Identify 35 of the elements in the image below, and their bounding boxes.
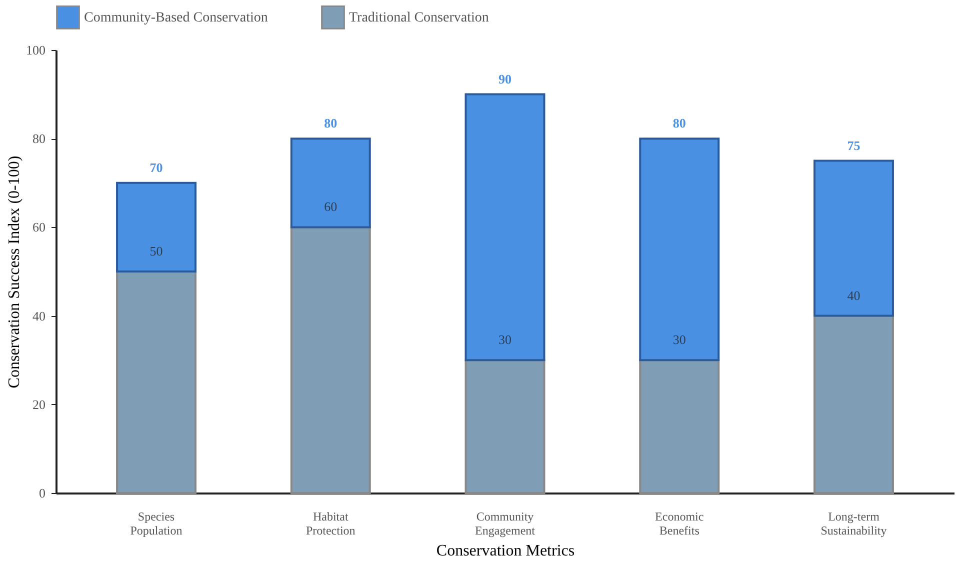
total-label: 90 <box>498 71 512 86</box>
bar <box>639 359 720 494</box>
data-label: 50 <box>150 244 163 258</box>
total-label: 80 <box>324 116 338 131</box>
bar <box>116 182 196 272</box>
bar <box>814 160 894 317</box>
y-tick-label: 80 <box>32 131 46 146</box>
bar <box>814 314 894 494</box>
bar <box>290 138 371 228</box>
bar <box>290 226 371 494</box>
legend-label: Community-Based Conservation <box>84 10 268 26</box>
bar <box>116 270 196 494</box>
data-label: 60 <box>324 199 338 214</box>
y-tick-label: 100 <box>26 42 46 58</box>
total-label: 75 <box>847 138 861 153</box>
y-axis-title: Conservation Success Index (0-100) <box>6 156 23 388</box>
legend-label: Traditional Conservation <box>349 10 489 26</box>
total-label: 80 <box>672 116 686 131</box>
bar <box>639 138 720 362</box>
x-tick-label: Habitat Protection <box>306 510 356 538</box>
data-label: 30 <box>672 332 686 348</box>
total-label: 70 <box>150 160 163 175</box>
x-tick-label: Economic Benefits <box>655 510 704 538</box>
y-tick-label: 0 <box>39 486 46 500</box>
y-tick-label: 40 <box>32 308 46 324</box>
x-axis-title: Conservation Metrics <box>436 542 575 560</box>
y-tick-label: 20 <box>32 396 46 412</box>
x-tick-label: Species Population <box>130 510 182 538</box>
y-tick-label: 60 <box>32 220 46 235</box>
x-tick-label: Community Engagement <box>475 510 536 538</box>
bar <box>464 359 546 494</box>
bar <box>464 93 546 362</box>
x-tick-label: Long-term Sustainability <box>820 510 887 538</box>
data-label: 40 <box>847 288 860 303</box>
data-label: 30 <box>498 332 512 348</box>
